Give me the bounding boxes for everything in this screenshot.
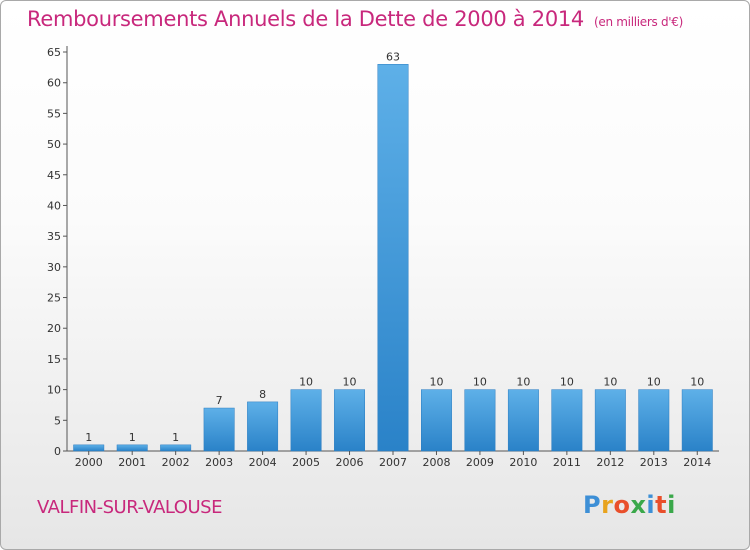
bar (681, 389, 713, 452)
bar (203, 407, 235, 452)
data-label: 10 (647, 376, 661, 389)
logo-letter: t (655, 491, 668, 519)
x-tick-label: 2003 (205, 456, 233, 469)
y-tick-label: 50 (47, 138, 61, 151)
data-label: 7 (216, 394, 223, 407)
x-tick-label: 2004 (249, 456, 277, 469)
chart-unit: (en milliers d'€) (594, 15, 684, 29)
bar (290, 389, 322, 452)
logo-letter: P (583, 491, 602, 519)
bar (421, 389, 452, 452)
x-tick-label: 2006 (336, 456, 364, 469)
bar (334, 389, 365, 452)
data-label: 10 (343, 376, 357, 389)
logo-letter: x (630, 491, 647, 519)
data-label: 10 (473, 376, 487, 389)
y-tick-label: 15 (47, 353, 61, 366)
logo-letter: o (613, 491, 631, 519)
y-tick-label: 25 (47, 292, 61, 305)
x-tick-label: 2005 (292, 456, 320, 469)
x-tick-label: 2014 (683, 456, 711, 469)
bar (464, 389, 496, 452)
x-tick-label: 2009 (466, 456, 494, 469)
data-label: 1 (85, 431, 92, 444)
x-tick-label: 2013 (640, 456, 668, 469)
bar (507, 389, 539, 452)
data-label: 63 (386, 50, 400, 63)
y-tick-label: 45 (47, 169, 61, 182)
bar (247, 401, 279, 452)
y-tick-label: 35 (47, 230, 61, 243)
y-tick-label: 60 (47, 77, 61, 90)
logo-letter: r (601, 491, 614, 519)
bar (160, 444, 192, 452)
bar (551, 389, 583, 452)
logo-letter: i (646, 491, 656, 519)
data-label: 10 (516, 376, 530, 389)
data-label: 10 (560, 376, 574, 389)
x-tick-label: 2000 (75, 456, 103, 469)
bar (638, 389, 670, 452)
bar (73, 444, 105, 452)
y-tick-label: 10 (47, 384, 61, 397)
y-tick-label: 65 (47, 46, 61, 59)
x-tick-label: 2007 (379, 456, 407, 469)
x-tick-label: 2008 (422, 456, 450, 469)
data-label: 10 (429, 376, 443, 389)
data-label: 8 (259, 388, 266, 401)
x-tick-label: 2011 (553, 456, 581, 469)
y-tick-label: 40 (47, 199, 61, 212)
data-label: 1 (129, 431, 136, 444)
proxiti-logo: Proxiti (583, 491, 676, 519)
y-tick-label: 20 (47, 322, 61, 335)
data-label: 1 (172, 431, 179, 444)
data-label: 10 (299, 376, 313, 389)
logo-letter: i (667, 491, 676, 519)
commune-name: VALFIN-SUR-VALOUSE (37, 497, 222, 518)
x-tick-label: 2002 (162, 456, 190, 469)
y-tick-label: 0 (54, 445, 61, 458)
y-tick-label: 55 (47, 107, 61, 120)
data-label: 10 (690, 376, 704, 389)
bar (116, 444, 148, 452)
bar (377, 64, 409, 452)
y-tick-label: 30 (47, 261, 61, 274)
chart-title: Remboursements Annuels de la Dette de 20… (27, 7, 683, 31)
chart-title-text: Remboursements Annuels de la Dette de 20… (27, 7, 584, 31)
data-label: 10 (603, 376, 617, 389)
x-tick-label: 2010 (509, 456, 537, 469)
x-tick-label: 2012 (596, 456, 624, 469)
bar (594, 389, 626, 452)
x-tick-label: 2001 (118, 456, 146, 469)
y-tick-label: 5 (54, 414, 61, 427)
